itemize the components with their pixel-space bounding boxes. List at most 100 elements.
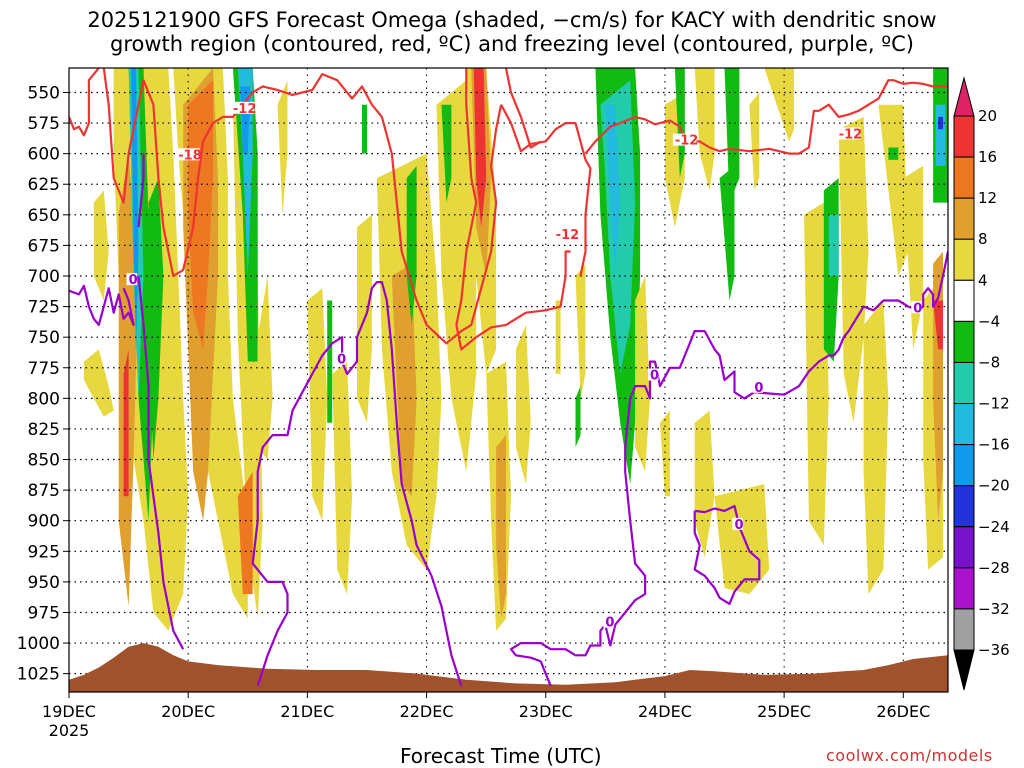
colorbar-segment <box>953 238 975 281</box>
freezing-contour-label: 0 <box>650 369 659 384</box>
omega-area <box>888 147 899 160</box>
dendritic-growth-contours: -12 -18 -12 -12 -12 <box>69 68 948 351</box>
omega-area <box>515 324 531 484</box>
y-tick-label: 550 <box>28 83 60 103</box>
freezing-contour-label-bg <box>603 615 614 628</box>
colorbar-segment <box>953 403 975 446</box>
y-tick-label: 750 <box>28 328 60 348</box>
colorbar-segment <box>953 608 975 651</box>
y-tick-label: 575 <box>28 114 60 134</box>
freezing-contour-label: 0 <box>337 353 346 368</box>
freezing-contour-label-bg <box>752 380 763 393</box>
dendritic-contour-label-bg <box>836 127 861 140</box>
freezing-contour-line <box>137 275 185 650</box>
omega-area <box>575 263 586 399</box>
omega-shading <box>83 68 948 631</box>
axes: 550 575 600 625 650 675 700 725 750 775 800 825 850 8… <box>17 83 931 740</box>
dendritic-contour-label-bg <box>672 133 697 146</box>
omega-area <box>694 410 715 558</box>
omega-area <box>694 68 715 191</box>
y-tick-label: 625 <box>28 175 60 195</box>
y-tick-label: 950 <box>28 573 60 593</box>
freezing-contour-label: 0 <box>913 301 922 316</box>
y-tick-label: 1000 <box>17 634 60 654</box>
colorbar-segment <box>953 115 975 158</box>
colorbar-segment <box>953 444 975 487</box>
y-tick-label: 600 <box>28 145 60 165</box>
y-tick-label: 700 <box>28 267 60 287</box>
omega-area <box>307 288 328 521</box>
dendritic-contour-label-bg <box>553 227 578 240</box>
colorbar: 20 16 12 8 4 −4 −8 −12 −16 −20 −24 −28 −32 −36 <box>953 76 1010 691</box>
x-tick-sublabel: 2025 <box>49 721 90 740</box>
dendritic-contour-line <box>500 104 592 277</box>
x-tick-label: 23DEC <box>519 702 573 721</box>
colorbar-segment <box>953 361 975 405</box>
terrain <box>69 643 948 692</box>
freezing-contour-label: 0 <box>754 381 763 396</box>
omega-area <box>188 80 213 350</box>
dendritic-contour-line <box>504 68 542 149</box>
dendritic-contour-label-bg <box>230 101 255 114</box>
y-tick-label: 775 <box>28 359 60 379</box>
dendritic-contour-line <box>69 68 100 137</box>
y-tick-label: 975 <box>28 603 60 623</box>
y-tick-label: 800 <box>28 389 60 409</box>
colorbar-label: −28 <box>978 559 1010 577</box>
dendritic-contour-label: -12 <box>839 128 863 143</box>
omega-area <box>863 300 889 595</box>
x-tick-label: 26DEC <box>876 702 930 721</box>
omega-area <box>327 300 333 423</box>
omega-area <box>714 484 770 595</box>
omega-area <box>660 410 670 497</box>
omega-area <box>277 80 288 215</box>
credit-link[interactable]: coolwx.com/models <box>826 746 993 765</box>
dendritic-contour-line <box>584 79 948 155</box>
x-tick-label: 20DEC <box>161 702 215 721</box>
omega-area <box>878 104 909 276</box>
freezing-contour-label: 0 <box>605 616 614 631</box>
freezing-contour-label-bg <box>126 273 138 286</box>
omega-area <box>903 165 924 350</box>
dendritic-contour-line <box>455 68 571 351</box>
dendritic-contour-label: -12 <box>675 134 699 149</box>
omega-area <box>83 349 114 417</box>
colorbar-segment <box>953 320 975 363</box>
colorbar-label: −16 <box>978 436 1010 454</box>
chart-title-line-2: growth region (contoured, red, ºC) and f… <box>110 32 914 56</box>
freezing-contour-label: 0 <box>734 518 743 533</box>
colorbar-label: −8 <box>978 353 1000 371</box>
freezing-contour-label-bg <box>911 301 922 314</box>
omega-area <box>237 471 253 595</box>
dendritic-contour-label: -18 <box>178 148 202 163</box>
colorbar-label: −4 <box>978 312 1000 330</box>
omega-area <box>123 349 129 497</box>
y-tick-label: 725 <box>28 298 60 318</box>
omega-area <box>496 435 506 619</box>
colorbar-bottom-arrow <box>953 649 975 691</box>
x-axis-label: Forecast Time (UTC) <box>400 744 602 768</box>
chart-title-line-1: 2025121900 GFS Forecast Omega (shaded, −… <box>87 8 937 32</box>
omega-area <box>93 190 109 301</box>
x-tick-label: 19DEC <box>42 702 96 721</box>
omega-area <box>605 104 621 276</box>
colorbar-label: −32 <box>978 600 1010 618</box>
y-tick-label: 875 <box>28 481 60 501</box>
omega-area <box>362 104 367 154</box>
omega-area <box>441 104 452 203</box>
omega-area <box>575 386 581 448</box>
colorbar-segment <box>953 279 975 322</box>
y-tick-label: 900 <box>28 512 60 532</box>
omega-area <box>555 300 561 374</box>
dendritic-contour-label: -12 <box>233 102 256 117</box>
omega-area <box>764 68 795 142</box>
colorbar-label: 8 <box>978 230 988 248</box>
freezing-contour-label-bg <box>648 368 659 381</box>
omega-area <box>257 276 273 460</box>
colorbar-segment <box>953 567 975 610</box>
freezing-contour-line <box>693 504 761 606</box>
colorbar-segment <box>953 156 975 199</box>
omega-area <box>749 92 760 191</box>
y-tick-label: 850 <box>28 451 60 471</box>
